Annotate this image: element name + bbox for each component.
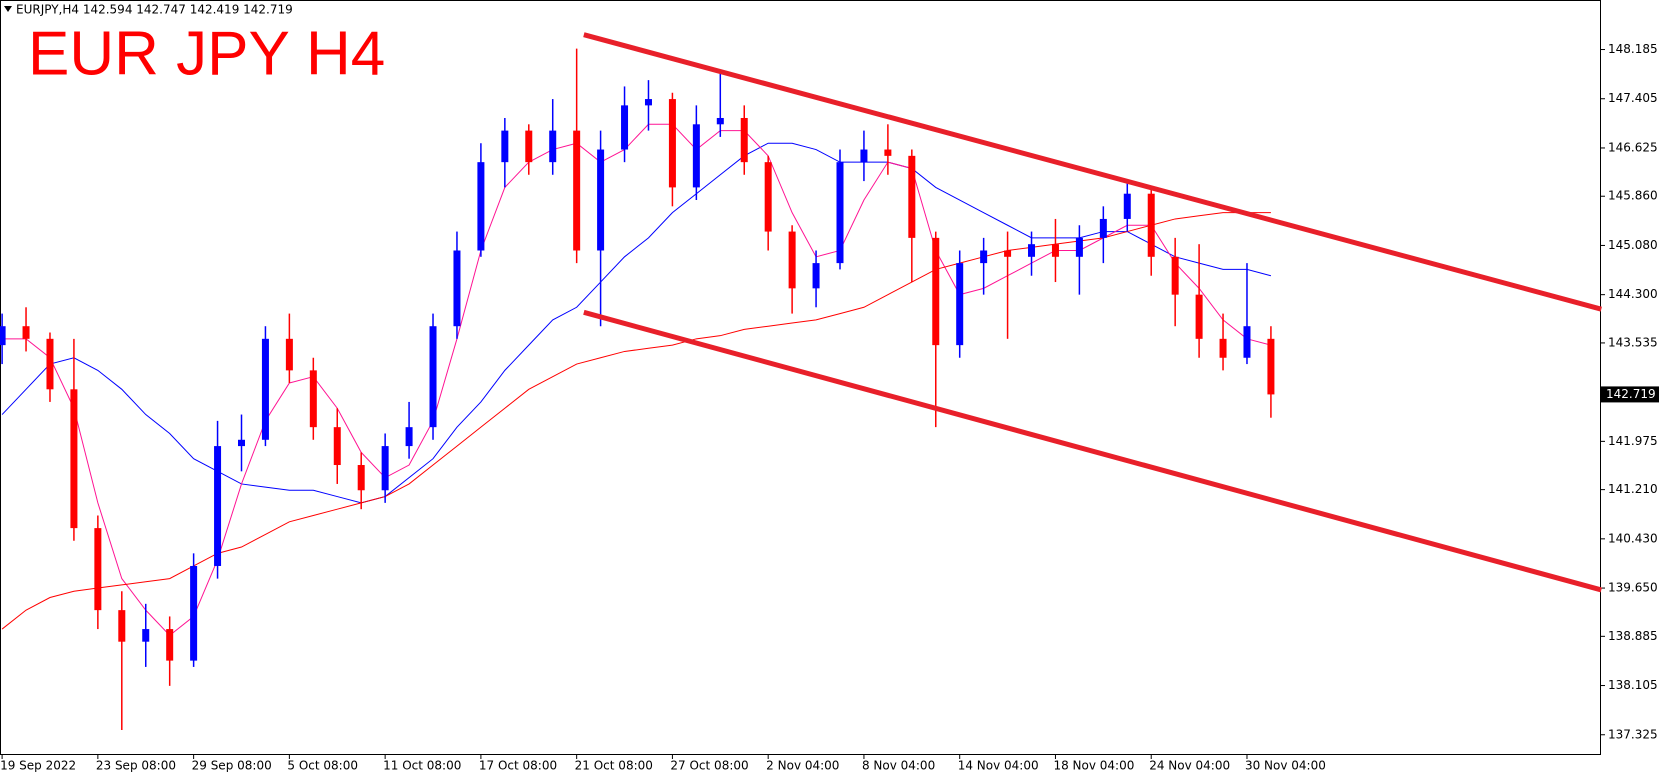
x-tick-label: 11 Oct 08:00 [383,759,461,773]
candle-body [764,162,772,232]
candle-body [668,99,676,188]
x-tick-label: 17 Oct 08:00 [479,759,557,773]
candle-body [621,105,629,150]
x-tick-label: 5 Oct 08:00 [287,759,358,773]
candle-body [644,99,652,106]
candle-body [884,149,892,156]
candle-body [788,231,796,289]
current-price-label: 142.719 [1606,387,1656,401]
candle-body [1075,237,1083,257]
candle-body [166,629,174,661]
moving-average [2,123,1272,637]
trendline [583,32,1602,312]
y-tick-label: 140.430 [1608,531,1658,545]
candle-body [190,565,198,661]
candle-body [381,446,389,491]
y-tick-label: 146.625 [1608,140,1658,154]
y-tick-label: 145.860 [1608,189,1658,203]
y-tick-label: 143.535 [1608,335,1658,349]
candle-body [309,370,317,428]
y-tick-label: 147.405 [1608,91,1658,105]
candle-body [1051,244,1059,257]
y-tick-label: 137.325 [1608,727,1658,741]
plot-frame [0,0,1601,755]
y-tick-label: 144.300 [1608,287,1658,301]
candle-body [46,338,54,390]
y-tick-label: 141.975 [1608,434,1658,448]
candle-body [22,326,30,339]
moving-average [1,142,1272,504]
x-tick-label: 2 Nov 04:00 [766,759,839,773]
x-tick-label: 30 Nov 04:00 [1245,759,1326,773]
candle-body [908,155,916,238]
candle-body [333,427,341,466]
candle-body [70,389,78,529]
candle-body [357,465,365,491]
candle-body [94,528,102,611]
candle-body [0,326,6,346]
y-tick-label: 139.650 [1608,581,1658,595]
candle-body [549,130,557,163]
candle-body [1099,218,1107,238]
candle-body [1171,256,1179,295]
moving-average [1,212,1271,630]
x-tick-label: 14 Nov 04:00 [958,759,1039,773]
symbol-header: EURJPY,H4 142.594 142.747 142.419 142.71… [16,3,293,17]
candle-body [1123,193,1131,219]
x-tick-label: 29 Sep 08:00 [192,759,272,773]
candle-body [453,250,461,327]
candle-body [692,124,700,188]
candle-body [261,338,269,440]
x-tick-label: 21 Oct 08:00 [575,759,653,773]
candle-body [285,338,293,371]
y-tick-label: 141.210 [1608,482,1658,496]
candle-body [1195,294,1203,339]
candle-body [525,130,533,163]
x-tick-label: 8 Nov 04:00 [862,759,935,773]
y-tick-label: 148.185 [1608,42,1658,56]
candle-body [405,427,413,447]
x-tick-label: 27 Oct 08:00 [670,759,748,773]
candle-body [238,439,245,447]
candle-body [1243,326,1251,358]
candle-body [1028,244,1036,257]
x-tick-label: 18 Nov 04:00 [1053,759,1134,773]
candle-body [597,149,605,251]
candle-body [501,130,509,163]
y-tick-label: 145.080 [1608,238,1658,252]
y-tick-label: 138.105 [1608,678,1658,692]
x-tick-label: 23 Sep 08:00 [96,759,176,773]
chart-title: EUR JPY H4 [28,19,385,88]
menu-arrow[interactable] [4,6,12,12]
trendline [583,309,1602,593]
candle-body [1004,250,1012,257]
y-tick-label: 138.885 [1608,629,1658,643]
candle-body [932,237,940,346]
candle-body [118,610,126,642]
x-tick-label: 19 Sep 2022 [0,759,76,773]
candle-body [836,162,844,264]
candle-body [142,629,150,642]
x-tick-label: 24 Nov 04:00 [1149,759,1230,773]
candle-body [812,263,820,289]
candle-body [573,130,581,251]
price-label-bg [1601,386,1659,403]
candle-body [860,149,868,163]
candle-body [740,117,748,163]
candle-body [716,117,724,125]
candle-body [1219,338,1227,358]
candle-body [1267,338,1275,395]
candle-body [214,446,222,566]
candle-body [956,263,964,346]
candle-body [429,326,437,428]
candle-body [477,162,485,251]
candle-body [980,250,988,264]
candle-body [1147,193,1155,257]
